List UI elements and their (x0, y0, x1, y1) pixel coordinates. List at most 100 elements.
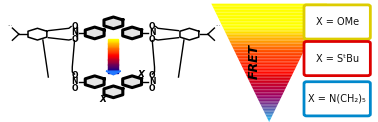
Text: N: N (71, 77, 78, 86)
Polygon shape (104, 17, 123, 29)
Bar (108, 47, 118, 48)
Bar (108, 48, 118, 49)
Polygon shape (211, 4, 327, 5)
Polygon shape (258, 100, 280, 101)
Bar (108, 69, 118, 70)
Polygon shape (238, 58, 300, 60)
Bar (108, 67, 118, 68)
Polygon shape (259, 101, 279, 103)
Polygon shape (222, 26, 316, 27)
Bar (108, 45, 118, 46)
Bar (108, 43, 118, 44)
Polygon shape (85, 76, 104, 88)
Text: O: O (149, 35, 155, 44)
Text: X: X (99, 95, 106, 104)
Polygon shape (237, 55, 302, 57)
Polygon shape (236, 54, 302, 55)
Polygon shape (213, 7, 325, 8)
Polygon shape (232, 45, 307, 47)
Polygon shape (225, 32, 313, 33)
Polygon shape (252, 86, 287, 88)
Bar (108, 68, 118, 69)
Polygon shape (261, 106, 277, 107)
Bar (108, 70, 118, 71)
Polygon shape (242, 66, 297, 67)
Text: N: N (149, 28, 155, 37)
Bar (108, 59, 118, 60)
Polygon shape (220, 21, 318, 23)
Text: X = OMe: X = OMe (316, 17, 359, 27)
Polygon shape (245, 72, 294, 73)
Bar (108, 64, 118, 65)
Polygon shape (233, 48, 305, 50)
Text: X = N(CH₂)₅: X = N(CH₂)₅ (308, 94, 366, 104)
Text: O: O (71, 35, 78, 44)
Bar (108, 71, 118, 72)
Polygon shape (212, 5, 326, 7)
Polygon shape (260, 104, 278, 106)
Polygon shape (226, 33, 313, 35)
Polygon shape (262, 107, 276, 109)
Polygon shape (218, 18, 320, 20)
Polygon shape (215, 13, 323, 14)
Text: O: O (149, 22, 155, 31)
Bar (108, 39, 118, 40)
FancyBboxPatch shape (304, 5, 370, 39)
Text: N: N (149, 77, 155, 86)
Polygon shape (251, 85, 287, 86)
Text: O: O (71, 84, 78, 93)
Polygon shape (257, 98, 281, 100)
Polygon shape (266, 116, 272, 118)
Polygon shape (244, 70, 294, 72)
Polygon shape (241, 64, 297, 66)
Polygon shape (245, 73, 293, 75)
Polygon shape (239, 60, 299, 61)
Polygon shape (123, 27, 141, 39)
Polygon shape (234, 51, 304, 52)
Polygon shape (249, 82, 289, 84)
Bar (108, 59, 118, 60)
Bar (108, 53, 118, 54)
Bar (108, 43, 118, 44)
Bar (108, 69, 118, 70)
Polygon shape (229, 39, 310, 41)
Polygon shape (268, 121, 270, 122)
Text: X: X (137, 70, 144, 79)
Polygon shape (249, 81, 290, 82)
Polygon shape (243, 69, 295, 70)
Text: O: O (149, 71, 155, 80)
Polygon shape (223, 27, 315, 29)
Bar (108, 55, 118, 56)
Polygon shape (265, 115, 273, 116)
Polygon shape (248, 78, 291, 79)
Polygon shape (218, 17, 321, 18)
Polygon shape (235, 52, 303, 54)
Text: ...: ... (215, 22, 220, 27)
Bar (108, 40, 118, 41)
FancyBboxPatch shape (304, 82, 370, 116)
Polygon shape (256, 95, 282, 97)
Polygon shape (257, 97, 282, 98)
Polygon shape (246, 75, 292, 76)
Bar (108, 64, 118, 65)
Text: O: O (71, 71, 78, 80)
Polygon shape (215, 11, 323, 13)
Bar (108, 58, 118, 59)
Polygon shape (240, 61, 299, 63)
Polygon shape (85, 27, 104, 39)
Polygon shape (242, 67, 296, 69)
Polygon shape (234, 50, 305, 51)
Bar (108, 52, 118, 53)
Polygon shape (229, 41, 309, 42)
Bar (108, 54, 118, 55)
Polygon shape (226, 35, 312, 36)
Polygon shape (104, 86, 123, 98)
FancyBboxPatch shape (304, 41, 370, 76)
Bar (108, 56, 118, 57)
Text: O: O (71, 22, 78, 31)
Text: FRET: FRET (247, 43, 260, 79)
Bar (108, 65, 118, 66)
Bar (108, 60, 118, 61)
Bar (108, 61, 118, 62)
Polygon shape (263, 109, 276, 110)
